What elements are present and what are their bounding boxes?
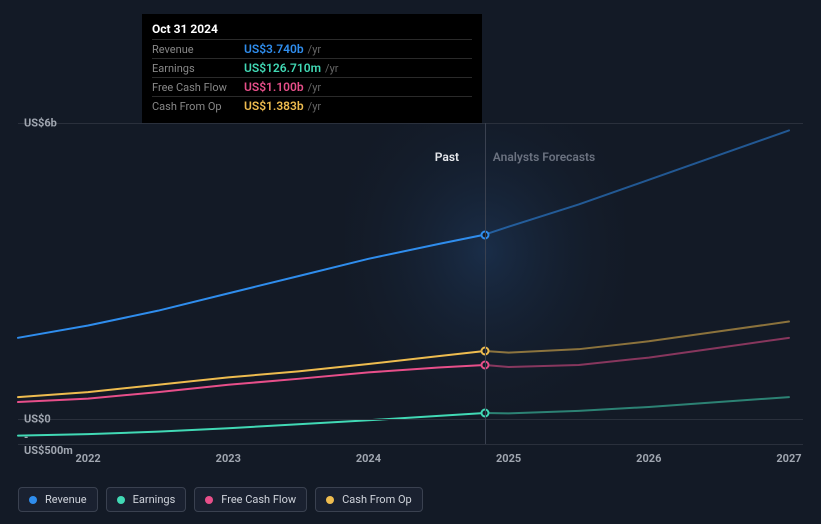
forecast-label: Analysts Forecasts [493,150,595,164]
legend-dot [117,496,125,504]
legend-dot [29,496,37,504]
gridline [18,123,803,124]
tooltip-row-label: Revenue [152,43,244,56]
past-label: Past [435,150,459,164]
tooltip-row-suffix: /yr [308,100,321,113]
tooltip-row: EarningsUS$126.710m/yr [152,58,472,77]
y-axis-label: US$0 [18,413,51,426]
legend-dot [326,496,334,504]
legend-label: Earnings [133,493,176,506]
legend-item-free-cash-flow[interactable]: Free Cash Flow [194,487,307,512]
legend-dot [205,496,213,504]
tooltip-row-suffix: /yr [325,62,338,75]
legend-label: Cash From Op [342,493,412,506]
data-tooltip: Oct 31 2024 RevenueUS$3.740b/yrEarningsU… [142,14,482,123]
x-axis-label: 2026 [636,452,661,465]
financial-forecast-chart: US$6bUS$0-US$500m 2022202320242025202620… [0,0,821,524]
legend: Revenue Earnings Free Cash Flow Cash From O… [18,487,423,512]
tooltip-row-value: US$126.710m [244,61,321,75]
y-axis-label: US$6b [18,117,57,130]
cursor-line [485,123,486,444]
x-axis-label: 2022 [75,452,100,465]
legend-item-cash-from-op[interactable]: Cash From Op [315,487,423,512]
chart-lines [18,123,803,444]
legend-item-earnings[interactable]: Earnings [106,487,187,512]
tooltip-row-value: US$1.100b [244,80,304,94]
gridline [18,444,803,445]
tooltip-row-label: Cash From Op [152,100,244,113]
tooltip-row-suffix: /yr [308,81,321,94]
tooltip-row-label: Earnings [152,62,244,75]
tooltip-row: Free Cash FlowUS$1.100b/yr [152,77,472,96]
x-axis-label: 2024 [356,452,381,465]
plot-area[interactable]: US$6bUS$0-US$500m [18,123,803,444]
x-axis-label: 2027 [776,452,801,465]
tooltip-row-suffix: /yr [308,43,321,56]
gridline [18,419,803,420]
legend-item-revenue[interactable]: Revenue [18,487,98,512]
tooltip-row-value: US$1.383b [244,99,304,113]
tooltip-row-value: US$3.740b [244,42,304,56]
legend-label: Free Cash Flow [221,493,296,506]
tooltip-row: Cash From OpUS$1.383b/yr [152,96,472,115]
tooltip-row: RevenueUS$3.740b/yr [152,39,472,58]
x-axis-label: 2023 [216,452,241,465]
tooltip-row-label: Free Cash Flow [152,81,244,94]
legend-label: Revenue [45,493,87,506]
x-axis-label: 2025 [496,452,521,465]
y-axis-label: -US$500m [18,431,73,457]
tooltip-date: Oct 31 2024 [152,22,472,39]
